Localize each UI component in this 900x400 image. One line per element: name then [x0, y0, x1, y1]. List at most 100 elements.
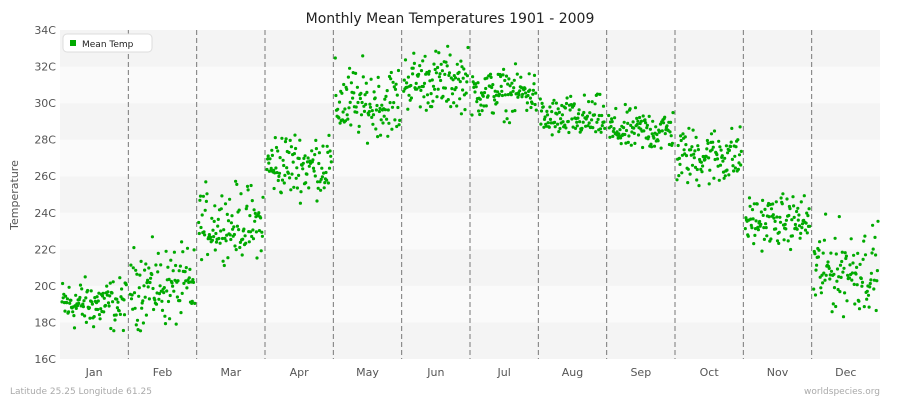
data-point	[715, 157, 720, 161]
data-point	[424, 108, 428, 112]
data-point	[628, 107, 632, 111]
data-point	[298, 138, 302, 142]
data-point	[569, 94, 573, 98]
data-point	[500, 93, 504, 98]
data-point	[257, 229, 261, 233]
data-point	[502, 120, 506, 124]
data-point	[784, 227, 788, 231]
x-tick-label: Aug	[562, 366, 583, 379]
data-point	[681, 132, 685, 136]
data-point	[168, 317, 172, 321]
data-point	[157, 292, 162, 296]
data-point	[253, 219, 257, 223]
data-point	[839, 275, 843, 279]
data-point	[130, 293, 134, 297]
data-point	[614, 106, 618, 111]
data-point	[327, 166, 332, 170]
data-point	[641, 114, 645, 118]
data-point	[436, 87, 440, 91]
data-point	[212, 235, 216, 239]
data-point	[815, 263, 819, 267]
data-point	[721, 159, 725, 163]
data-point	[708, 168, 712, 172]
data-point	[235, 224, 239, 228]
data-point	[65, 301, 69, 305]
data-point	[447, 71, 452, 75]
data-point	[351, 96, 355, 100]
data-point	[338, 121, 342, 125]
data-point	[201, 194, 205, 198]
data-point	[199, 225, 203, 230]
data-point	[137, 286, 141, 290]
y-axis-ticks: 16C 18C 20C 22C 24C 26C 28C 30C 32C 34C	[34, 24, 56, 366]
data-point	[435, 95, 439, 99]
data-point	[417, 72, 421, 76]
data-point	[494, 93, 498, 97]
data-point	[180, 240, 184, 244]
data-point	[726, 151, 730, 155]
data-point	[156, 251, 160, 255]
data-point	[523, 87, 527, 91]
data-point	[841, 315, 846, 319]
data-point	[461, 88, 465, 92]
data-point	[105, 284, 109, 288]
data-point	[226, 219, 231, 223]
data-point	[545, 109, 549, 113]
data-point	[567, 130, 571, 135]
data-point	[280, 136, 284, 140]
data-point	[521, 92, 525, 96]
data-point	[411, 66, 415, 70]
data-point	[249, 183, 253, 188]
data-point	[327, 133, 331, 137]
data-point	[415, 87, 419, 91]
data-point	[89, 289, 93, 293]
data-point	[289, 145, 293, 149]
data-point	[129, 263, 133, 267]
data-point	[769, 207, 774, 211]
data-point	[88, 316, 92, 320]
data-point	[838, 290, 842, 294]
data-point	[470, 113, 474, 117]
data-point	[563, 106, 568, 110]
data-point	[376, 75, 380, 79]
data-point	[166, 299, 171, 304]
data-point	[146, 285, 150, 289]
data-point	[591, 126, 595, 130]
data-point	[455, 62, 459, 66]
data-point	[245, 204, 249, 208]
data-point	[680, 153, 685, 157]
data-point	[320, 175, 324, 179]
data-point	[715, 153, 719, 157]
data-point	[131, 307, 135, 311]
data-point	[438, 72, 442, 76]
data-point	[658, 129, 662, 133]
data-point	[546, 121, 550, 125]
data-point	[484, 86, 488, 91]
data-point	[290, 172, 294, 176]
data-point	[639, 119, 644, 123]
footer-source: worldspecies.org	[804, 387, 880, 397]
data-point	[471, 75, 475, 79]
data-point	[696, 148, 701, 152]
legend-label: Mean Temp	[82, 40, 134, 50]
data-point	[771, 213, 775, 217]
data-point	[315, 199, 319, 203]
data-point	[131, 266, 135, 270]
data-point	[385, 89, 389, 93]
data-point	[260, 234, 264, 238]
data-point	[777, 241, 781, 245]
data-point	[448, 53, 452, 57]
data-point	[214, 240, 219, 244]
data-point	[301, 167, 305, 171]
data-point	[827, 266, 831, 270]
data-point	[683, 135, 687, 139]
data-point	[99, 307, 103, 311]
data-point	[647, 135, 651, 139]
data-point	[347, 106, 351, 110]
data-point	[730, 126, 734, 130]
data-point	[90, 302, 94, 306]
data-point	[156, 270, 160, 274]
y-tick-label: 32C	[34, 61, 56, 74]
data-point	[451, 78, 455, 82]
data-point	[695, 178, 699, 182]
